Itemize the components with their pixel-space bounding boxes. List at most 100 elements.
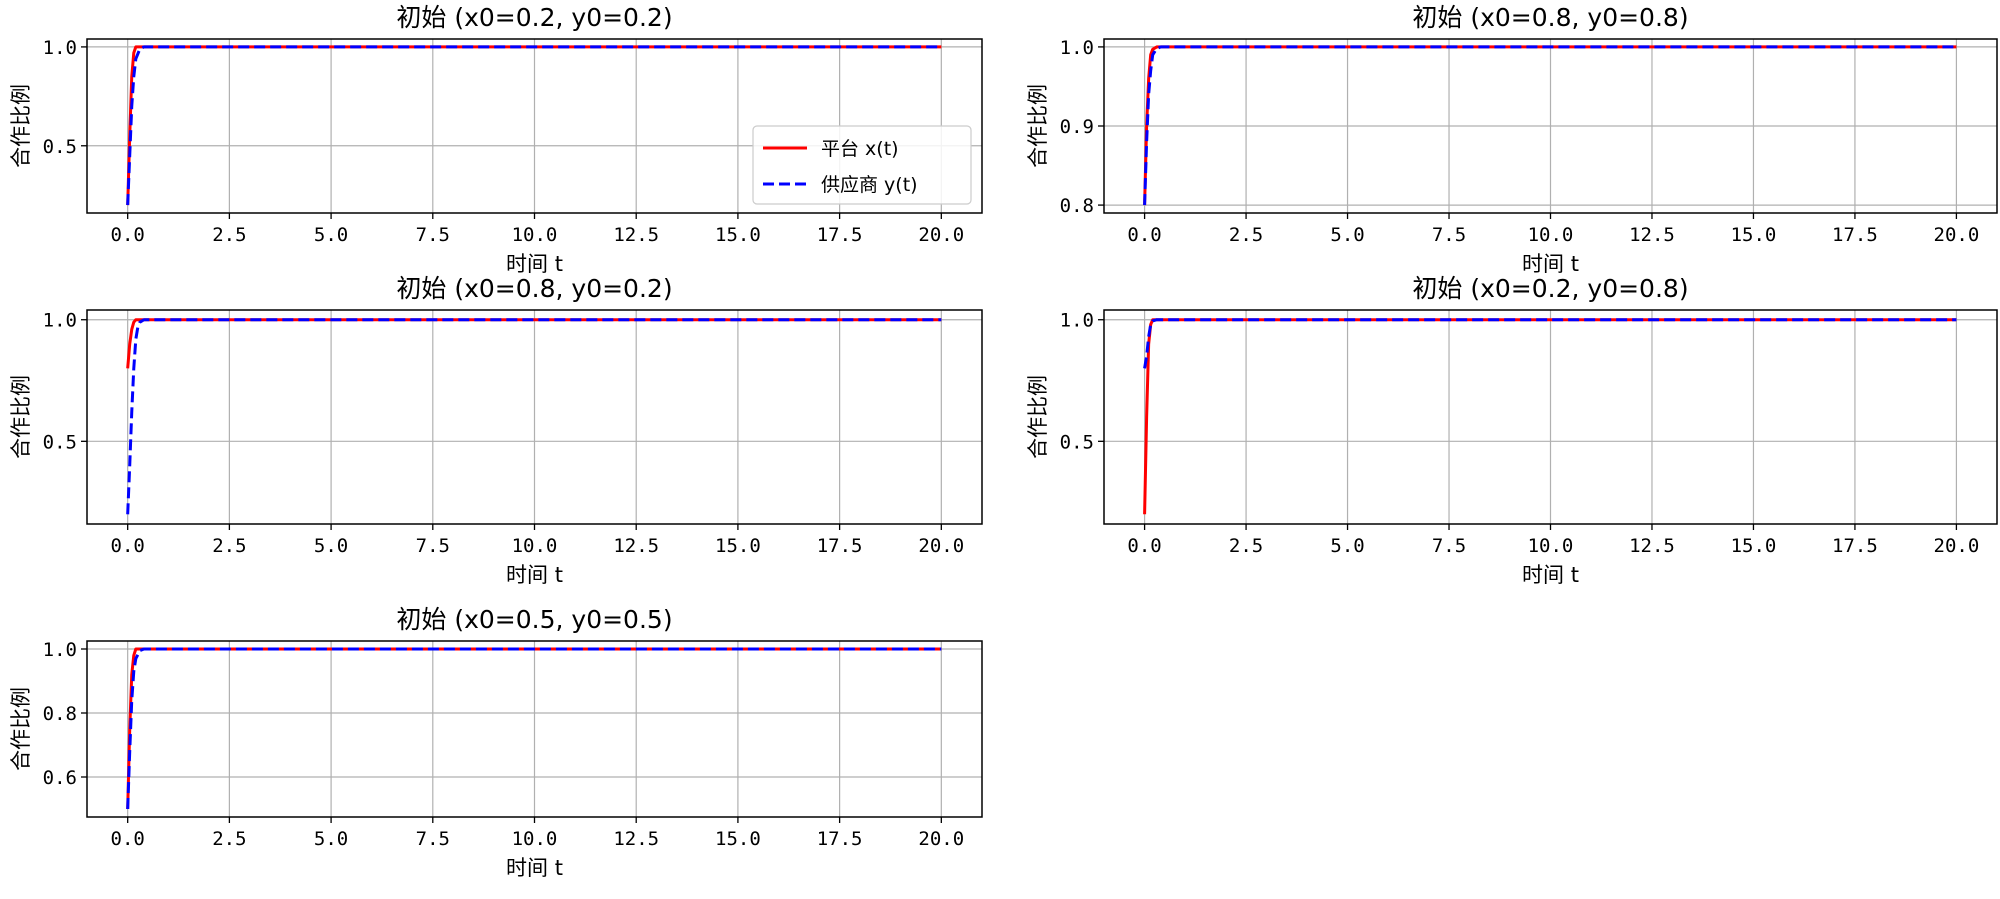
series-group: [1143, 318, 1957, 515]
x-tick-label: 20.0: [1934, 224, 1980, 246]
subplots: 0.0 2.5 5.0 7.5 10.0 12.5 15.0 17.5 20.0 0.5 1.0 初始…: [9, 3, 1998, 880]
x-tick-label: 5.0: [1330, 535, 1364, 557]
series-line-platform: [126, 318, 942, 369]
series-line-supplier: [1143, 318, 1957, 369]
subplot-4: 0.0 2.5 5.0 7.5 10.0 12.5 15.0 17.5 20.0 0.5 1.0 初始…: [1026, 274, 1998, 587]
x-tick-label: 20.0: [918, 828, 964, 850]
y-axis: 0.5 1.0: [43, 310, 87, 453]
x-tick-label: 10.0: [512, 224, 558, 246]
subplot-3: 0.0 2.5 5.0 7.5 10.0 12.5 15.0 17.5 20.0 0.5 1.0 初始…: [9, 274, 983, 587]
x-tick-label: 12.5: [613, 828, 659, 850]
x-tick-label: 15.0: [1731, 224, 1777, 246]
x-tick-label: 17.5: [1832, 535, 1878, 557]
x-tick-label: 5.0: [314, 535, 348, 557]
y-tick-label: 1.0: [43, 37, 77, 59]
x-axis: 0.0 2.5 5.0 7.5 10.0 12.5 15.0 17.5 20.0: [111, 524, 964, 557]
series-line-supplier: [126, 647, 942, 810]
x-tick-label: 17.5: [817, 535, 863, 557]
subplot-2: 0.0 2.5 5.0 7.5 10.0 12.5 15.0 17.5 20.0 0.8 0.9 1.…: [1026, 3, 1998, 276]
x-tick-label: 20.0: [918, 224, 964, 246]
y-axis-label: 合作比例: [9, 375, 33, 459]
y-tick-label: 0.9: [1060, 116, 1094, 138]
series-group: [126, 318, 942, 515]
x-tick-label: 12.5: [613, 224, 659, 246]
x-tick-label: 17.5: [817, 828, 863, 850]
y-tick-label: 0.8: [1060, 195, 1094, 217]
x-axis-label: 时间 t: [1522, 563, 1579, 587]
x-tick-label: 10.0: [512, 535, 558, 557]
y-tick-label: 1.0: [1060, 310, 1094, 332]
legend-box: [752, 125, 972, 205]
grid: [87, 310, 982, 524]
series-line-platform: [1143, 45, 1957, 206]
series-group: [126, 647, 942, 810]
x-tick-label: 20.0: [918, 535, 964, 557]
x-tick-label: 15.0: [715, 224, 761, 246]
x-tick-label: 0.0: [111, 224, 145, 246]
x-tick-label: 5.0: [314, 828, 348, 850]
grid: [87, 641, 982, 817]
x-axis-label: 时间 t: [1522, 252, 1579, 276]
y-axis: 0.8 0.9 1.0: [1060, 37, 1104, 217]
series-group: [1143, 45, 1957, 206]
x-tick-label: 7.5: [1432, 535, 1466, 557]
x-tick-label: 7.5: [416, 224, 450, 246]
series-line-supplier: [126, 318, 942, 515]
legend: 平台 x(t) 供应商 y(t): [752, 125, 972, 205]
x-tick-label: 2.5: [1229, 224, 1263, 246]
y-axis-label: 合作比例: [1026, 375, 1050, 459]
x-axis: 0.0 2.5 5.0 7.5 10.0 12.5 15.0 17.5 20.0: [1127, 524, 1979, 557]
y-axis: 0.5 1.0: [43, 37, 87, 158]
grid: [1104, 310, 1997, 524]
x-tick-label: 7.5: [416, 535, 450, 557]
y-axis: 0.6 0.8 1.0: [43, 639, 87, 789]
y-tick-label: 0.8: [43, 703, 77, 725]
x-tick-label: 0.0: [1127, 224, 1161, 246]
x-tick-label: 2.5: [212, 224, 246, 246]
y-tick-label: 0.5: [1060, 431, 1094, 453]
subplot-title: 初始 (x0=0.2, y0=0.2): [396, 3, 672, 32]
x-tick-label: 5.0: [314, 224, 348, 246]
y-axis-label: 合作比例: [9, 687, 33, 771]
legend-label-platform: 平台 x(t): [821, 138, 899, 160]
y-axis-label: 合作比例: [1026, 84, 1050, 168]
x-tick-label: 2.5: [1229, 535, 1263, 557]
subplot-title: 初始 (x0=0.2, y0=0.8): [1412, 274, 1688, 303]
x-tick-label: 12.5: [1629, 224, 1675, 246]
series-line-supplier: [126, 45, 942, 206]
subplot-title: 初始 (x0=0.5, y0=0.5): [396, 605, 672, 634]
x-axis-label: 时间 t: [506, 856, 563, 880]
subplot-5: 0.0 2.5 5.0 7.5 10.0 12.5 15.0 17.5 20.0 0.6 0.8 1.…: [9, 605, 983, 880]
x-tick-label: 2.5: [212, 828, 246, 850]
y-tick-label: 0.6: [43, 767, 77, 789]
x-tick-label: 20.0: [1934, 535, 1980, 557]
x-tick-label: 12.5: [613, 535, 659, 557]
series-line-supplier: [1143, 45, 1957, 206]
x-tick-label: 5.0: [1330, 224, 1364, 246]
y-axis: 0.5 1.0: [1060, 310, 1104, 453]
x-tick-label: 17.5: [817, 224, 863, 246]
x-tick-label: 10.0: [512, 828, 558, 850]
series-group: [126, 45, 942, 206]
y-tick-label: 0.5: [43, 431, 77, 453]
legend-label-supplier: 供应商 y(t): [821, 174, 918, 196]
x-axis: 0.0 2.5 5.0 7.5 10.0 12.5 15.0 17.5 20.0: [111, 213, 964, 246]
subplot-1: 0.0 2.5 5.0 7.5 10.0 12.5 15.0 17.5 20.0 0.5 1.0 初始…: [9, 3, 983, 276]
y-tick-label: 0.5: [43, 136, 77, 158]
subplot-title: 初始 (x0=0.8, y0=0.2): [396, 274, 672, 303]
x-tick-label: 0.0: [111, 828, 145, 850]
y-tick-label: 1.0: [43, 639, 77, 661]
x-tick-label: 12.5: [1629, 535, 1675, 557]
x-tick-label: 7.5: [1432, 224, 1466, 246]
grid: [1104, 39, 1997, 213]
y-axis-label: 合作比例: [9, 84, 33, 168]
x-tick-label: 15.0: [715, 535, 761, 557]
x-tick-label: 17.5: [1832, 224, 1878, 246]
y-tick-label: 1.0: [43, 310, 77, 332]
x-tick-label: 2.5: [212, 535, 246, 557]
x-tick-label: 0.0: [1127, 535, 1161, 557]
subplot-title: 初始 (x0=0.8, y0=0.8): [1412, 3, 1688, 32]
x-axis: 0.0 2.5 5.0 7.5 10.0 12.5 15.0 17.5 20.0: [1127, 213, 1979, 246]
x-tick-label: 15.0: [715, 828, 761, 850]
